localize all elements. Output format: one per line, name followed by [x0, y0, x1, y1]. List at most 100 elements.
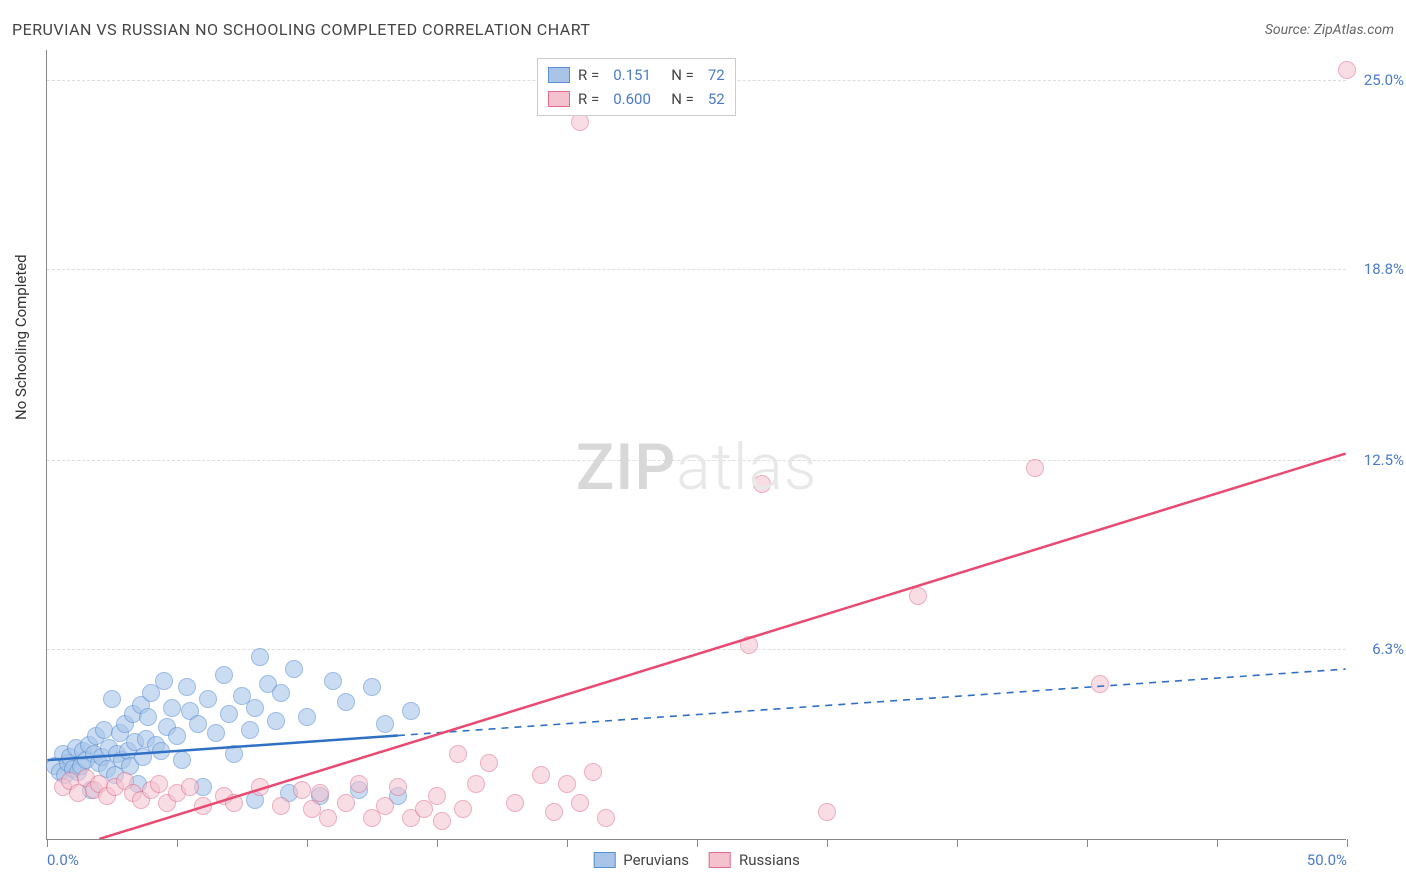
data-point: [818, 803, 836, 821]
data-point: [449, 745, 467, 763]
data-point: [480, 754, 498, 772]
data-point: [152, 742, 170, 760]
data-point: [298, 708, 316, 726]
legend-n-label: N =: [671, 90, 694, 108]
data-point: [337, 693, 355, 711]
legend-swatch: [548, 67, 570, 83]
data-point: [139, 708, 157, 726]
x-tick: [957, 839, 958, 847]
x-tick: [47, 839, 48, 847]
correlation-legend: R = 0.151 N = 72 R = 0.600 N = 52: [537, 58, 736, 116]
grid-line: [47, 649, 1346, 650]
y-tick-label: 25.0%: [1364, 71, 1404, 89]
legend-r-label: R =: [578, 90, 599, 108]
series-legend-item: Russians: [709, 851, 800, 869]
data-point: [225, 745, 243, 763]
data-point: [324, 672, 342, 690]
x-tick: [437, 839, 438, 847]
x-tick-label: 0.0%: [47, 851, 79, 869]
scatter-chart: ZIPatlas R = 0.151 N = 72 R = 0.600 N = …: [46, 50, 1346, 840]
data-point: [103, 690, 121, 708]
data-point: [909, 587, 927, 605]
source-attribution: Source: ZipAtlas.com: [1265, 22, 1394, 38]
series-legend: Peruvians Russians: [593, 851, 800, 869]
legend-swatch: [709, 852, 731, 868]
data-point: [376, 715, 394, 733]
legend-swatch: [548, 91, 570, 107]
data-point: [150, 775, 168, 793]
data-point: [251, 778, 269, 796]
legend-swatch: [593, 852, 615, 868]
y-tick-label: 12.5%: [1364, 451, 1404, 469]
data-point: [389, 778, 407, 796]
data-point: [319, 809, 337, 827]
data-point: [251, 648, 269, 666]
x-tick: [1347, 839, 1348, 847]
watermark: ZIPatlas: [576, 430, 818, 505]
legend-n-value: 52: [708, 90, 725, 108]
data-point: [584, 763, 602, 781]
data-point: [293, 781, 311, 799]
data-point: [753, 475, 771, 493]
data-point: [1338, 61, 1356, 79]
data-point: [199, 690, 217, 708]
grid-line: [47, 269, 1346, 270]
data-point: [272, 684, 290, 702]
data-point: [433, 812, 451, 830]
data-point: [207, 724, 225, 742]
legend-n-label: N =: [671, 66, 694, 84]
grid-line: [47, 460, 1346, 461]
legend-row: R = 0.151 N = 72: [548, 63, 725, 87]
data-point: [740, 636, 758, 654]
data-point: [215, 666, 233, 684]
data-point: [155, 672, 173, 690]
data-point: [454, 800, 472, 818]
x-tick-label: 50.0%: [1307, 851, 1347, 869]
data-point: [267, 712, 285, 730]
data-point: [363, 678, 381, 696]
data-point: [337, 794, 355, 812]
data-point: [1091, 675, 1109, 693]
x-tick: [1217, 839, 1218, 847]
data-point: [272, 797, 290, 815]
data-point: [241, 721, 259, 739]
legend-r-value: 0.151: [613, 66, 663, 84]
data-point: [350, 775, 368, 793]
data-point: [220, 705, 238, 723]
data-point: [189, 715, 207, 733]
data-point: [376, 797, 394, 815]
data-point: [163, 699, 181, 717]
legend-r-label: R =: [578, 66, 599, 84]
x-tick: [697, 839, 698, 847]
data-point: [225, 794, 243, 812]
legend-r-value: 0.600: [613, 90, 663, 108]
chart-title: PERUVIAN VS RUSSIAN NO SCHOOLING COMPLET…: [12, 20, 590, 39]
legend-row: R = 0.600 N = 52: [548, 87, 725, 111]
data-point: [545, 803, 563, 821]
data-point: [428, 787, 446, 805]
x-tick: [177, 839, 178, 847]
trend-lines: [47, 50, 1346, 839]
data-point: [311, 784, 329, 802]
data-point: [173, 751, 191, 769]
y-axis-label: No Schooling Completed: [12, 254, 30, 420]
x-tick: [827, 839, 828, 847]
series-legend-item: Peruvians: [593, 851, 689, 869]
data-point: [168, 727, 186, 745]
data-point: [571, 794, 589, 812]
data-point: [506, 794, 524, 812]
data-point: [532, 766, 550, 784]
data-point: [178, 678, 196, 696]
data-point: [597, 809, 615, 827]
y-tick-label: 6.3%: [1372, 640, 1404, 658]
legend-n-value: 72: [708, 66, 725, 84]
x-tick: [567, 839, 568, 847]
data-point: [181, 778, 199, 796]
data-point: [402, 702, 420, 720]
x-tick: [1087, 839, 1088, 847]
x-tick: [307, 839, 308, 847]
legend-label: Russians: [739, 851, 800, 869]
data-point: [1026, 459, 1044, 477]
data-point: [467, 775, 485, 793]
y-tick-label: 18.8%: [1364, 260, 1404, 278]
